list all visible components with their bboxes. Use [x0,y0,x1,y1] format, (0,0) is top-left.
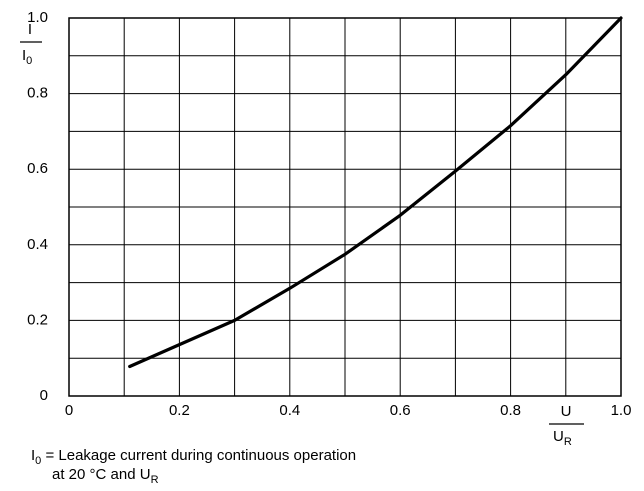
footnote-line2: at 20 °C and UR [52,466,159,486]
y-tick-label: 0.8 [27,85,48,102]
footnote-sub: R [151,474,159,486]
x-label-denominator-text: U [553,428,564,445]
x-label-numerator: U [561,403,572,420]
x-tick-label: 1.0 [611,402,632,419]
footnote-text: = Leakage current during continuous oper… [41,447,356,464]
x-axis-label: U UR [549,403,584,448]
y-tick-label: 0.4 [27,236,48,253]
y-label-denominator: I0 [22,47,32,67]
y-tick-label: 0.6 [27,160,48,177]
y-label-denominator-sub: 0 [26,55,32,67]
y-tick-label: 1.0 [27,9,48,26]
plot-frame [68,17,622,397]
y-label-denominator-text: I [22,47,26,64]
x-label-denominator: UR [553,428,572,448]
footnote-text: at 20 °C and U [52,466,151,483]
x-tick-label: 0.6 [390,402,411,419]
x-label-denominator-sub: R [564,436,572,448]
y-label-numerator: I [28,21,32,38]
y-tick-label: 0.2 [27,311,48,328]
x-tick-label: 0.4 [279,402,300,419]
y-axis-label: I I0 [20,21,42,67]
footnote-line1: I0 = Leakage current during continuous o… [31,447,356,467]
y-tick-label: 0 [40,387,48,404]
x-tick-label: 0.2 [169,402,190,419]
footnote-sub: 0 [35,455,41,467]
x-tick-label: 0 [65,402,73,419]
x-tick-label: 0.8 [500,402,521,419]
curve [128,16,623,369]
footnote-symbol: I [31,447,35,464]
